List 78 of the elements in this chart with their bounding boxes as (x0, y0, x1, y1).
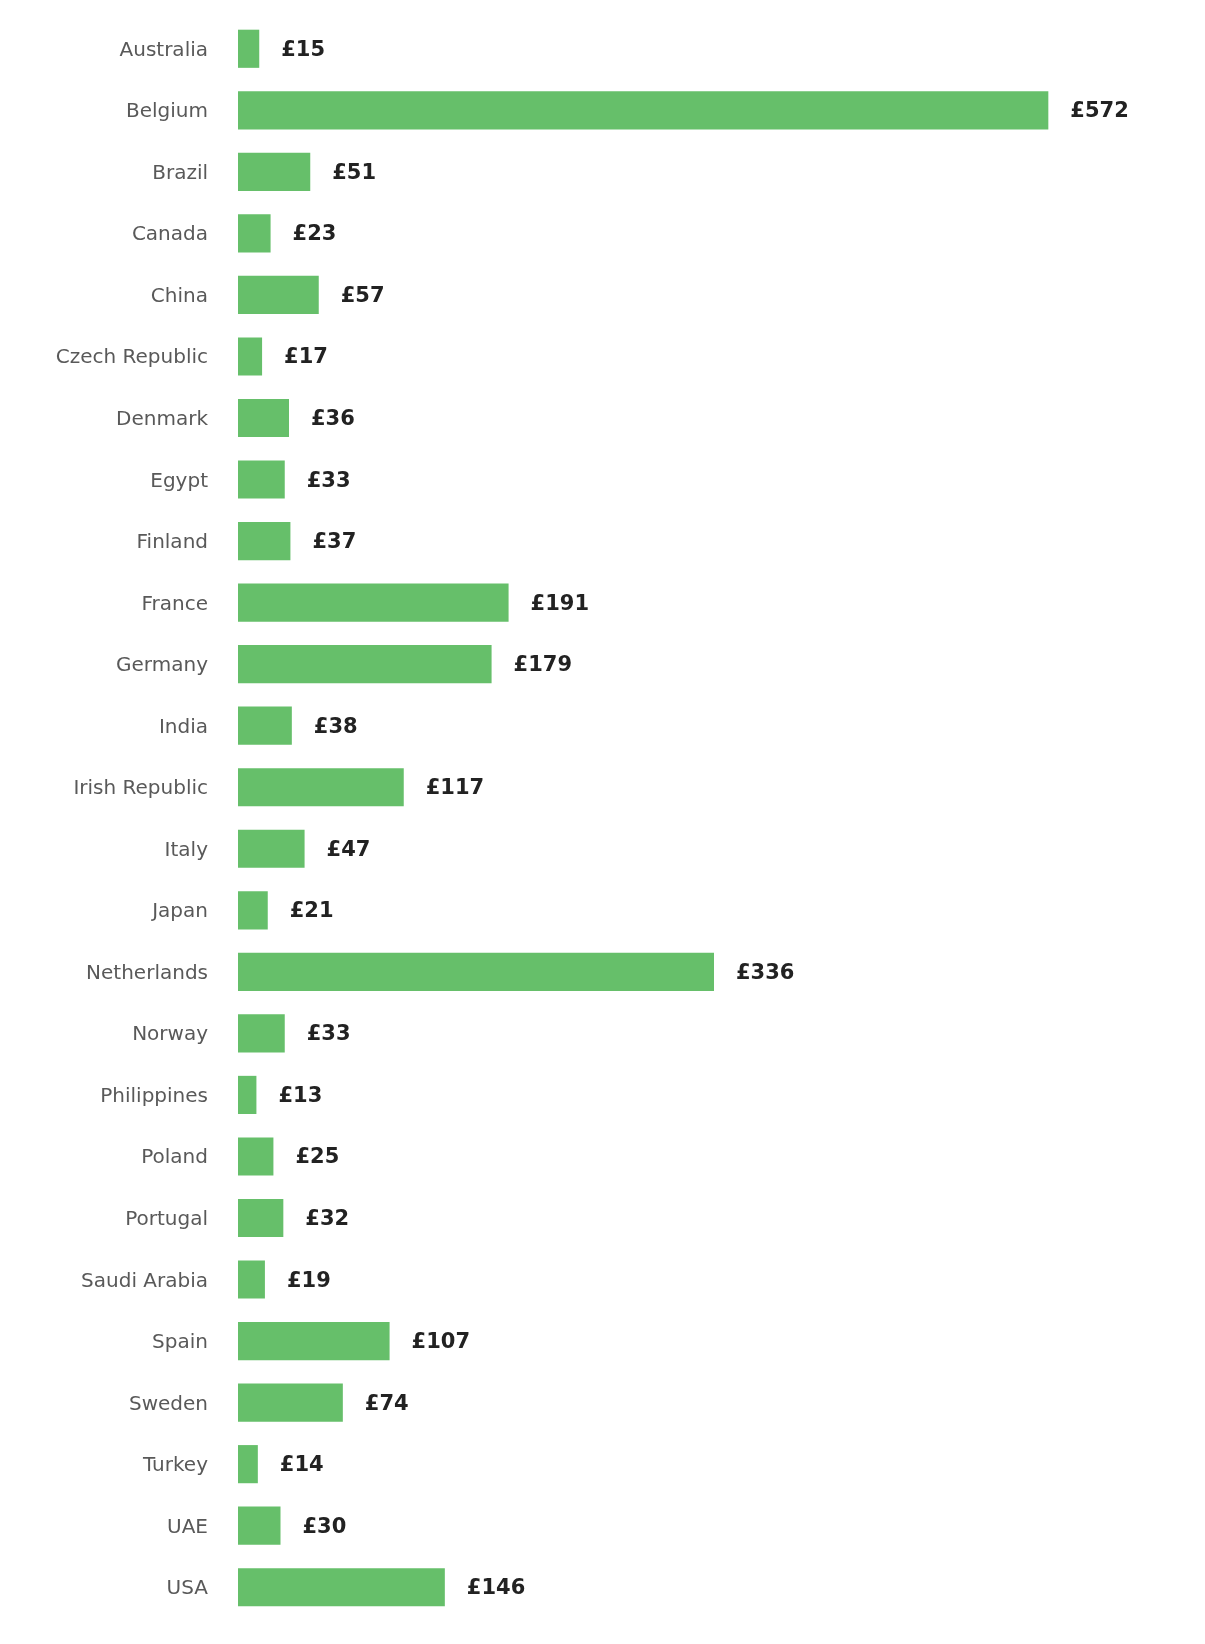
bar (238, 1506, 281, 1545)
data-label: £19 (286, 1267, 331, 1292)
bar (238, 706, 292, 745)
bar (238, 952, 714, 991)
bar (238, 829, 305, 868)
bar (238, 1568, 445, 1607)
data-label: £30 (302, 1513, 347, 1538)
y-tick-label: USA (166, 1575, 209, 1600)
y-tick-label: Saudi Arabia (81, 1267, 208, 1292)
data-label: £32 (305, 1206, 350, 1230)
y-tick-label: Denmark (116, 406, 209, 430)
bar (238, 1445, 258, 1484)
y-tick-label: Netherlands (86, 959, 208, 984)
data-label: £13 (278, 1082, 323, 1107)
data-label: £57 (340, 282, 385, 307)
y-tick-label: Japan (150, 898, 208, 923)
bar (238, 1014, 285, 1053)
y-tick-label: China (150, 282, 208, 307)
data-label: £117 (425, 775, 485, 800)
y-tick-label: Egypt (150, 467, 209, 492)
bar (238, 29, 260, 68)
bar (238, 522, 291, 561)
y-tick-label: Poland (141, 1144, 208, 1169)
data-label: £33 (306, 1021, 351, 1046)
data-label: £23 (292, 221, 337, 246)
y-tick-label: India (158, 713, 208, 738)
data-label: £15 (281, 36, 326, 61)
y-tick-label: Australia (119, 36, 208, 61)
bar (238, 1198, 284, 1238)
bar (238, 398, 289, 438)
bar (238, 1383, 343, 1422)
bar (238, 768, 404, 807)
bar (238, 583, 509, 622)
y-tick-label: Germany (116, 652, 209, 677)
y-tick-label: Brazil (152, 159, 208, 184)
bar (238, 214, 271, 253)
data-label: £38 (313, 713, 358, 738)
data-label: £33 (306, 467, 351, 492)
bar (238, 891, 268, 930)
y-tick-label: Finland (136, 529, 208, 554)
data-label: £146 (466, 1575, 526, 1600)
y-tick-label: Italy (164, 836, 209, 861)
bar (238, 460, 285, 499)
y-tick-label: Philippines (100, 1082, 208, 1107)
bar (238, 645, 492, 684)
y-tick-label: France (141, 590, 208, 615)
y-tick-label: Belgium (126, 98, 208, 123)
data-label: £179 (513, 652, 573, 677)
bar (238, 1322, 390, 1361)
data-label: £572 (1070, 98, 1129, 123)
y-tick-label: Czech Republic (55, 344, 208, 369)
data-label: £51 (332, 159, 377, 184)
y-tick-label: Canada (131, 221, 208, 246)
y-tick-label: Irish Republic (73, 775, 208, 800)
data-label: £47 (326, 836, 371, 861)
data-label: £107 (411, 1329, 471, 1354)
y-tick-label: Portugal (125, 1206, 208, 1230)
data-label: £25 (295, 1144, 340, 1169)
data-label: £74 (364, 1390, 409, 1415)
bar (238, 337, 263, 376)
data-label: £336 (736, 959, 795, 984)
data-label: £37 (312, 529, 357, 554)
bar (238, 1260, 265, 1299)
data-label: £36 (311, 406, 355, 430)
y-tick-label: Turkey (141, 1452, 209, 1477)
data-label: £14 (279, 1452, 324, 1477)
y-tick-label: UAE (167, 1513, 208, 1538)
data-label: £17 (284, 344, 328, 369)
bar (238, 1075, 257, 1114)
data-label: £191 (530, 590, 590, 615)
bar (238, 152, 311, 191)
y-tick-label: Spain (152, 1329, 208, 1354)
bar (238, 91, 1049, 130)
bar (238, 275, 319, 314)
bar (238, 1137, 274, 1176)
y-tick-label: Sweden (128, 1390, 208, 1415)
data-label: £21 (289, 898, 334, 923)
y-tick-label: Norway (132, 1021, 209, 1046)
